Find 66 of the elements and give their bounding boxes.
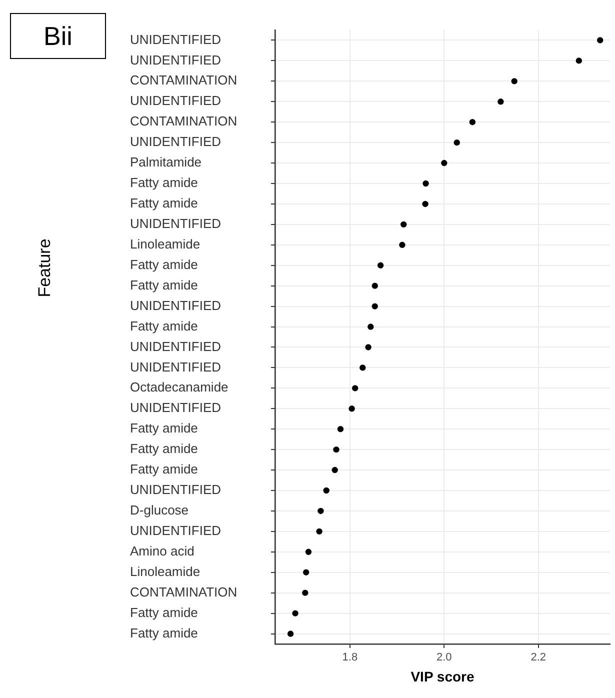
point [372,282,378,289]
point [576,58,582,64]
y-tick-label: Linoleamide [130,564,200,579]
point [399,242,406,248]
y-axis-title: Feature [35,238,55,298]
y-tick-label: UNIDENTIFIED [130,93,221,108]
y-tick-label: Palmitamide [130,154,202,170]
y-tick-label: Fatty amide [130,462,198,477]
y-tick-label: Fatty amide [130,441,198,456]
point [469,119,476,126]
point [422,200,428,208]
y-tick-label: Fatty amide [130,175,198,190]
y-tick-label: UNIDENTIFIED [130,52,221,68]
y-tick-label: UNIDENTIFIED [130,216,221,232]
point [333,446,340,453]
point [360,364,366,371]
point [292,610,298,616]
point [348,406,355,412]
y-tick-label: Fatty amide [130,256,198,272]
x-tick-label: 2.0 [436,652,452,664]
y-tick-label: CONTAMINATION [130,584,238,600]
point [318,508,324,514]
point [441,160,448,166]
y-tick-label: Fatty amide [130,318,198,334]
point [365,344,372,350]
y-tick-label: Fatty amide [130,420,198,436]
point [454,139,460,146]
text: Bii [10,13,106,59]
x-tick-label: 1.8 [342,652,358,664]
y-tick-label: UNIDENTIFIED [130,359,221,374]
y-tick-label: UNIDENTIFIED [130,298,221,313]
x-axis-title: VIP score [410,668,474,684]
y-tick-label: UNIDENTIFIED [130,523,221,538]
point [400,221,407,228]
y-tick-label: UNIDENTIFIED [130,134,221,150]
point [511,78,518,84]
y-tick-label: Fatty amide [130,277,198,292]
y-tick-label: Amino acid [130,543,194,558]
y-tick-label: Linoleamide [130,236,200,252]
point [498,98,504,105]
point [316,528,322,535]
y-tick-label: CONTAMINATION [130,72,238,88]
x-tick-label: 2.2 [530,652,546,664]
y-tick-label: UNIDENTIFIED [130,338,221,354]
point [302,569,310,576]
point [302,590,308,596]
point [372,303,378,310]
y-tick-label: CONTAMINATION [130,114,238,129]
y-tick-label: Fatty amide [130,196,198,211]
y-tick-label: Octadecanamide [130,380,228,395]
point [352,385,358,392]
point [377,262,384,268]
y-tick-label: UNIDENTIFIED [130,32,221,47]
y-tick-label: UNIDENTIFIED [130,400,221,416]
y-tick-label: Fatty amide [130,604,198,620]
point [287,630,294,637]
point [422,180,429,187]
point [305,548,312,555]
y-tick-label: Fatty amide [130,625,198,640]
y-tick-label: D-glucose [130,502,189,518]
point [332,466,338,474]
point [597,37,604,44]
point [368,324,374,330]
point [323,487,330,494]
point [337,426,344,432]
y-tick-label: UNIDENTIFIED [130,482,221,498]
